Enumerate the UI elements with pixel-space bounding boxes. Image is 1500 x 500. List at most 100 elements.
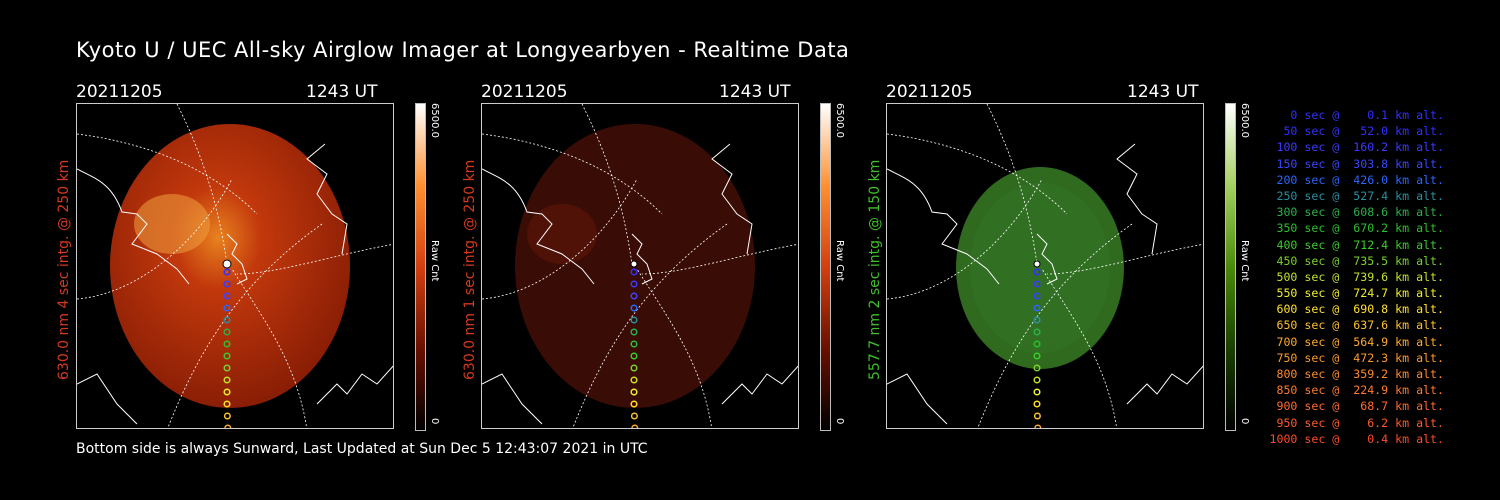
altitude-legend: 0 sec @ 0.1 km alt. 50 sec @ 52.0 km alt… <box>1258 107 1444 447</box>
grid-lines <box>482 104 798 428</box>
colorbar-max: 6500.0 <box>1239 103 1250 138</box>
panel-date: 20211205 <box>886 82 973 102</box>
trajectory-point <box>1033 400 1041 408</box>
trajectory-point <box>630 268 638 276</box>
allsky-image-2 <box>481 103 799 429</box>
allsky-svg-3 <box>887 104 1203 428</box>
trajectory-point <box>1034 424 1042 428</box>
trajectory-point <box>223 364 231 372</box>
panel-time: 1243 UT <box>306 82 378 102</box>
trajectory-point <box>630 412 638 420</box>
coastline-map <box>77 143 393 425</box>
trajectory <box>630 260 639 428</box>
colorbar-3 <box>1225 103 1236 431</box>
colorbar-unit: Raw Cnt <box>429 240 440 282</box>
colorbar-min: 0 <box>1239 418 1250 425</box>
legend-entry: 800 sec @ 359.2 km alt. <box>1269 367 1444 381</box>
trajectory-point <box>224 424 232 428</box>
trajectory-point <box>630 328 638 336</box>
panel-side-label: 630.0 nm 1 sec intg. @ 250 km <box>462 159 478 380</box>
trajectory-point <box>630 388 638 396</box>
allsky-image-3 <box>886 103 1204 429</box>
legend-entry: 400 sec @ 712.4 km alt. <box>1269 237 1444 252</box>
trajectory-point <box>223 340 231 348</box>
legend-entry: 600 sec @ 690.8 km alt. <box>1269 302 1444 317</box>
trajectory-point <box>630 340 638 348</box>
colorbar-unit: Raw Cnt <box>1239 240 1250 282</box>
legend-entry: 950 sec @ 6.2 km alt. <box>1269 415 1444 430</box>
colorbar-min: 0 <box>429 418 440 425</box>
trajectory-point <box>1033 292 1041 300</box>
colorbar-unit: Raw Cnt <box>834 240 845 282</box>
trajectory-point <box>1033 304 1041 312</box>
trajectory-point <box>223 292 231 300</box>
legend-entry: 300 sec @ 608.6 km alt. <box>1269 205 1444 220</box>
legend-entry: 750 sec @ 472.3 km alt. <box>1269 350 1444 365</box>
trajectory-point <box>1033 340 1041 348</box>
panel-date: 20211205 <box>76 82 163 102</box>
legend-entry: 850 sec @ 224.9 km alt. <box>1269 383 1444 398</box>
trajectory-point <box>223 316 231 324</box>
panel-side-label: 630.0 nm 4 sec intg. @ 250 km <box>56 159 72 380</box>
panel-time: 1243 UT <box>1127 82 1199 102</box>
trajectory-point <box>1033 388 1041 396</box>
trajectory-point <box>223 268 231 276</box>
legend-entry: 1000 sec @ 0.4 km alt. <box>1269 431 1444 446</box>
trajectory-point <box>1033 376 1041 384</box>
trajectory-point <box>630 376 638 384</box>
trajectory-point <box>630 304 638 312</box>
grid-lines <box>77 104 393 428</box>
trajectory-point <box>1033 280 1041 288</box>
legend-entry: 200 sec @ 426.0 km alt. <box>1269 172 1444 187</box>
legend-entry: 900 sec @ 68.7 km alt. <box>1269 399 1444 414</box>
trajectory-point <box>223 388 231 396</box>
legend-entry: 50 sec @ 52.0 km alt. <box>1269 124 1444 139</box>
legend-entry: 0 sec @ 0.1 km alt. <box>1269 108 1444 122</box>
panel-time: 1243 UT <box>719 82 791 102</box>
trajectory-point <box>1033 316 1041 324</box>
trajectory-point <box>223 352 231 360</box>
trajectory <box>1033 260 1042 428</box>
trajectory-point <box>1033 328 1041 336</box>
trajectory-point <box>630 352 638 360</box>
trajectory-point <box>1033 364 1041 372</box>
legend-entry: 250 sec @ 527.4 km alt. <box>1269 188 1444 203</box>
grid-lines <box>887 104 1203 428</box>
panel-side-label: 557.7 nm 2 sec intg. @ 150 km <box>867 159 883 380</box>
trajectory-point <box>630 400 638 408</box>
allsky-image-1 <box>76 103 394 429</box>
trajectory-point <box>223 376 231 384</box>
legend-entry: 550 sec @ 724.7 km alt. <box>1269 286 1444 301</box>
trajectory-point <box>630 292 638 300</box>
colorbar-2 <box>820 103 831 431</box>
trajectory-point <box>223 328 231 336</box>
trajectory-point <box>223 304 231 312</box>
colorbar-1 <box>415 103 426 431</box>
page-title: Kyoto U / UEC All-sky Airglow Imager at … <box>76 38 850 62</box>
trajectory-point <box>1033 412 1041 420</box>
legend-entry: 100 sec @ 160.2 km alt. <box>1269 140 1444 155</box>
trajectory-point <box>223 412 231 420</box>
trajectory-point <box>630 316 638 324</box>
legend-entry: 150 sec @ 303.8 km alt. <box>1269 156 1444 171</box>
allsky-svg-1 <box>77 104 393 428</box>
colorbar-min: 0 <box>834 418 845 425</box>
trajectory-point <box>630 364 638 372</box>
trajectory-point <box>223 400 231 408</box>
coastline-map <box>482 143 798 425</box>
trajectory-point <box>630 280 638 288</box>
panel-date: 20211205 <box>481 82 568 102</box>
trajectory <box>222 259 232 428</box>
trajectory-point <box>631 424 639 428</box>
colorbar-max: 6500.0 <box>429 103 440 138</box>
legend-entry: 450 sec @ 735.5 km alt. <box>1269 253 1444 268</box>
legend-entry: 350 sec @ 670.2 km alt. <box>1269 221 1444 236</box>
footer-note: Bottom side is always Sunward, Last Upda… <box>76 441 648 457</box>
colorbar-max: 6500.0 <box>834 103 845 138</box>
coastline-map <box>887 143 1203 425</box>
allsky-svg-2 <box>482 104 798 428</box>
legend-entry: 500 sec @ 739.6 km alt. <box>1269 269 1444 284</box>
trajectory-point <box>1033 268 1041 276</box>
trajectory-point <box>223 280 231 288</box>
legend-entry: 700 sec @ 564.9 km alt. <box>1269 334 1444 349</box>
